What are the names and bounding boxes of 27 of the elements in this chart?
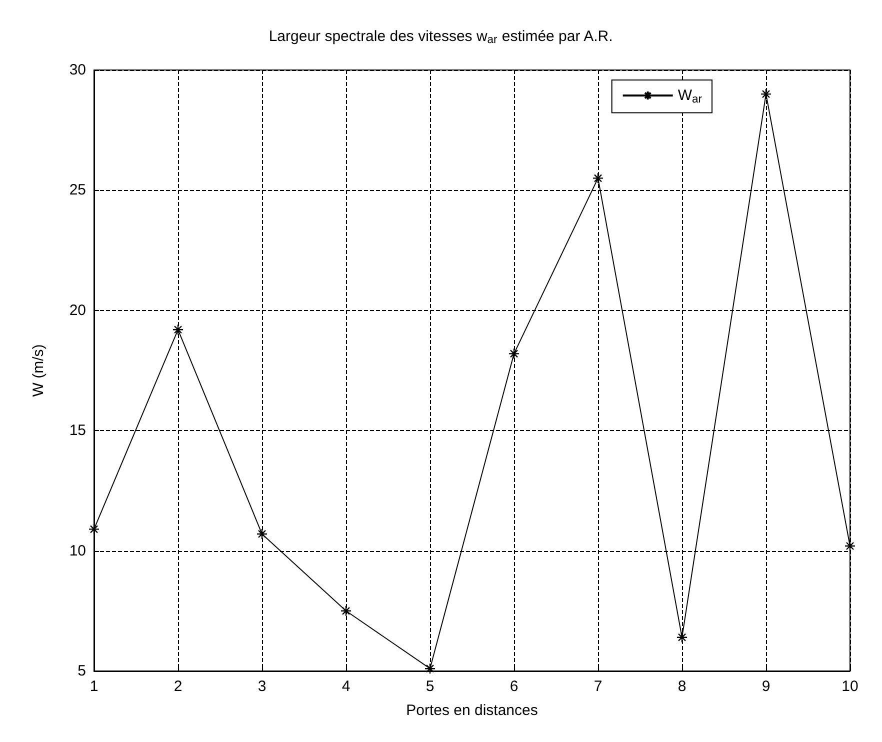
point [592, 172, 604, 184]
point [256, 528, 268, 540]
x-tick-label: 1 [90, 678, 98, 695]
point [508, 348, 520, 360]
x-tick-label: 8 [678, 678, 686, 695]
x-tick-label: 6 [510, 678, 518, 695]
x-tick-label: 10 [842, 678, 858, 695]
x-tick-label: 5 [426, 678, 434, 695]
point [424, 662, 436, 674]
x-tick-label: 2 [174, 678, 182, 695]
x-tick-label: 9 [762, 678, 770, 695]
y-tick-label: 20 [69, 302, 86, 319]
point [88, 524, 100, 535]
x-axis-title: Portes en distances [406, 702, 538, 719]
x-tick-label: 4 [342, 678, 350, 695]
y-tick-label: 25 [69, 182, 86, 199]
x-tick-label: 3 [258, 678, 266, 695]
y-tick-label: 5 [78, 662, 86, 680]
y-axis-title: W (m/s) [30, 344, 47, 397]
y-tick-label: 15 [69, 422, 86, 440]
point [760, 88, 772, 100]
y-tick-label: 30 [69, 62, 86, 78]
point [340, 605, 352, 616]
point [676, 632, 688, 643]
point [172, 324, 184, 336]
x-tick-label: 7 [594, 678, 602, 695]
y-tick-label: 10 [69, 542, 86, 560]
